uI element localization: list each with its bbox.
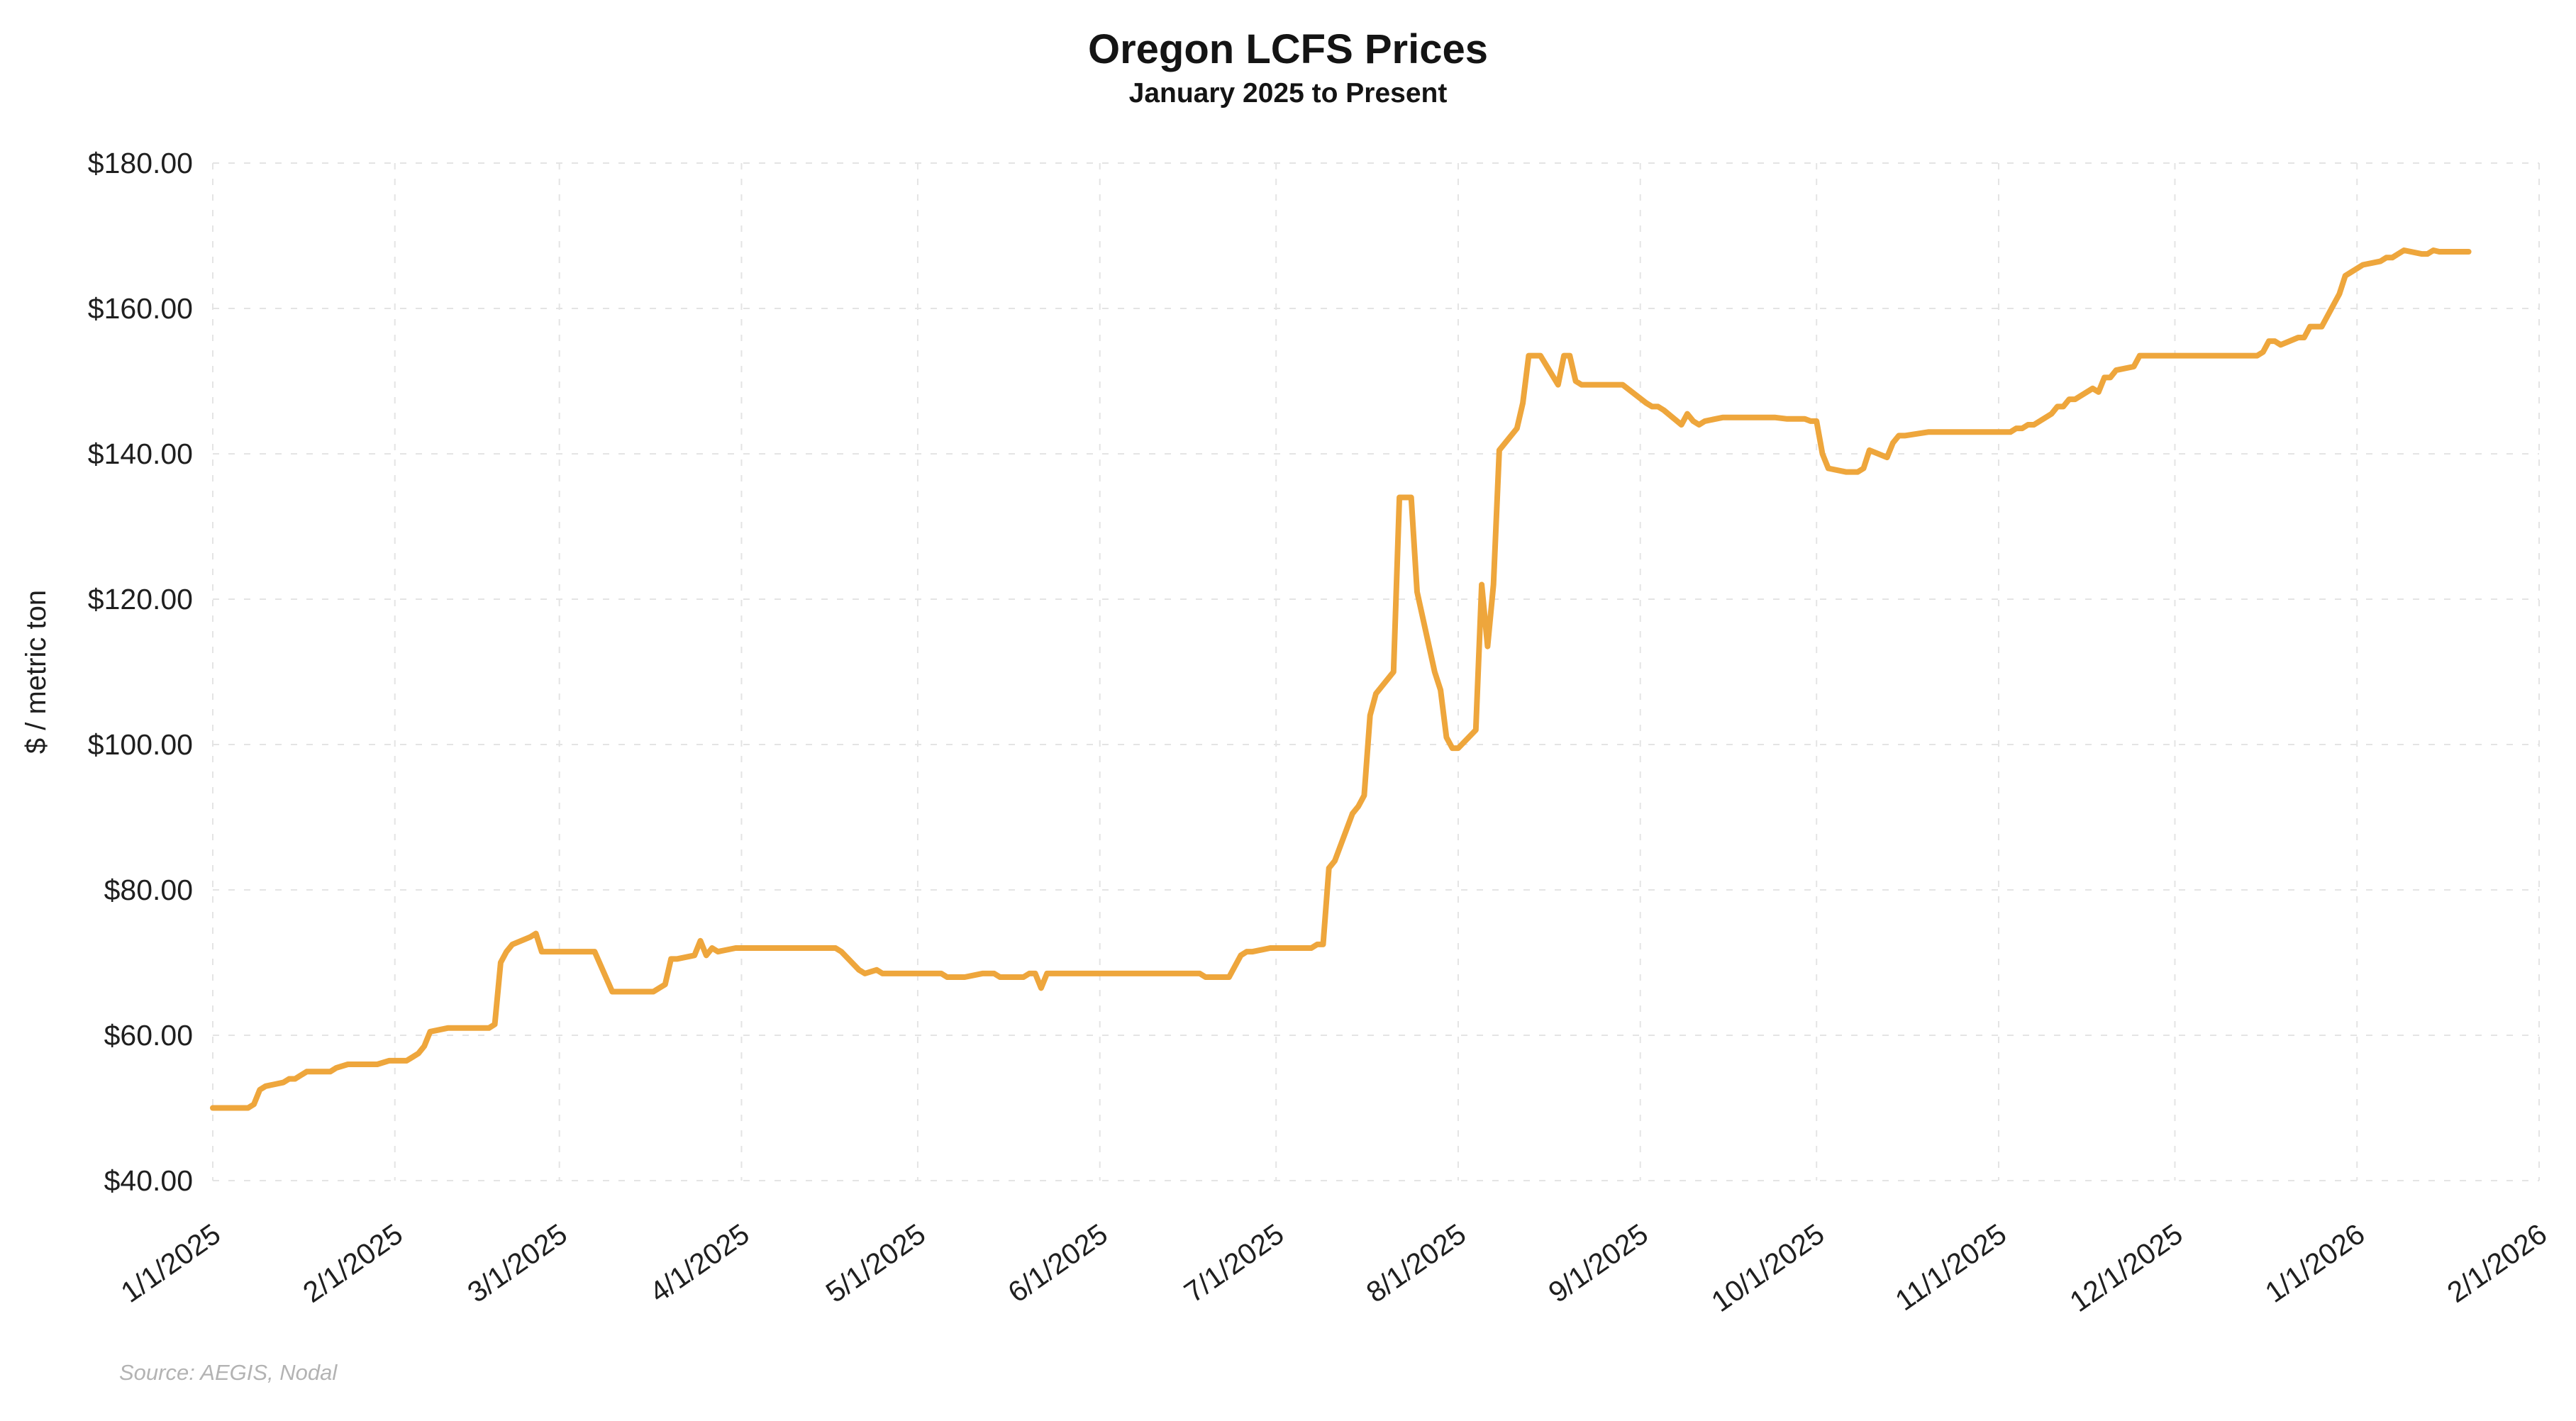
- y-tick-label: $140.00: [88, 438, 193, 470]
- source-note: Source: AEGIS, Nodal: [119, 1360, 338, 1385]
- y-tick-label: $120.00: [88, 583, 193, 615]
- x-tick-label: 5/1/2025: [820, 1217, 931, 1309]
- y-tick-label: $100.00: [88, 728, 193, 761]
- x-tick-label: 2/1/2026: [2441, 1217, 2553, 1309]
- y-tick-label: $60.00: [104, 1019, 193, 1052]
- y-tick-label: $40.00: [104, 1164, 193, 1197]
- x-tick-label: 10/1/2025: [1706, 1217, 1831, 1318]
- chart-title: Oregon LCFS Prices: [1087, 26, 1489, 72]
- x-tick-label: 1/1/2025: [115, 1217, 226, 1309]
- x-tick-label: 12/1/2025: [2064, 1217, 2189, 1318]
- y-tick-label: $160.00: [88, 292, 193, 325]
- x-tick-label: 9/1/2025: [1543, 1217, 1654, 1309]
- y-tick-label: $80.00: [104, 874, 193, 906]
- price-line: [210, 247, 2472, 1111]
- chart-subtitle: January 2025 to Present: [1128, 78, 1448, 108]
- x-tick-label: 4/1/2025: [643, 1217, 755, 1309]
- x-tick-label: 6/1/2025: [1002, 1217, 1114, 1309]
- x-tick-label: 1/1/2026: [2259, 1217, 2370, 1309]
- x-tick-label: 2/1/2025: [297, 1217, 409, 1309]
- x-tick-label: 7/1/2025: [1178, 1217, 1289, 1309]
- x-tick-label: 3/1/2025: [462, 1217, 573, 1309]
- x-tick-label: 8/1/2025: [1360, 1217, 1472, 1309]
- y-axis-label: $ / metric ton: [21, 590, 52, 754]
- y-tick-label: $180.00: [88, 147, 193, 179]
- x-tick-label: 11/1/2025: [1889, 1217, 2012, 1317]
